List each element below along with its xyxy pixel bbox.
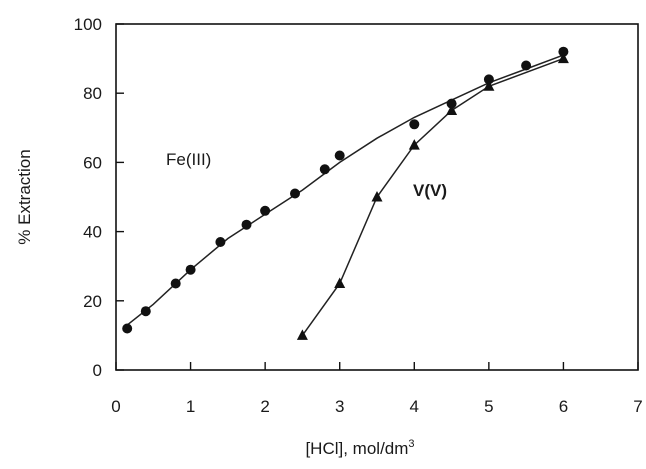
x-axis-ticks: 0 1 2 3 4 5 6 7 — [111, 362, 643, 416]
y-tick-label: 80 — [83, 84, 102, 103]
data-point-fe — [409, 119, 420, 130]
series-line-fe — [126, 54, 564, 326]
data-point-fe — [334, 150, 345, 161]
x-axis-title: [HCl], mol/dm3 — [305, 438, 414, 458]
data-point-fe — [558, 46, 569, 57]
data-point-v — [446, 104, 458, 115]
data-point-fe — [140, 306, 151, 317]
y-tick-label: 60 — [83, 153, 102, 172]
data-point-v — [483, 80, 495, 91]
data-point-fe — [521, 60, 532, 71]
x-tick-label: 3 — [335, 397, 344, 416]
data-point-fe — [290, 188, 300, 199]
data-point-v — [296, 329, 308, 340]
data-point-fe — [170, 278, 181, 289]
series-label-v: V(V) — [413, 181, 447, 200]
data-point-fe — [483, 74, 494, 85]
data-point-fe — [260, 205, 271, 216]
y-tick-label: 40 — [83, 223, 102, 242]
x-tick-label: 7 — [633, 397, 642, 416]
x-tick-label: 0 — [111, 397, 120, 416]
data-point-fe — [319, 164, 330, 175]
data-point-v — [334, 277, 346, 288]
y-tick-label: 100 — [74, 15, 102, 34]
data-point-fe — [241, 219, 252, 230]
data-point-fe — [215, 237, 226, 247]
data-point-fe — [446, 98, 457, 109]
x-tick-label: 4 — [410, 397, 419, 416]
series-label-fe: Fe(III) — [166, 150, 211, 169]
x-tick-label: 2 — [260, 397, 269, 416]
x-tick-label: 1 — [186, 397, 195, 416]
data-point-fe — [122, 323, 133, 334]
x-axis-title-superscript: 3 — [408, 438, 414, 450]
y-tick-label: 20 — [83, 292, 102, 311]
data-point-v — [371, 191, 383, 202]
y-axis-ticks: 0 20 40 60 80 100 — [74, 15, 124, 380]
x-tick-label: 6 — [559, 397, 568, 416]
data-point-fe — [185, 264, 196, 275]
plot-frame — [115, 23, 639, 371]
y-tick-label: 0 — [93, 361, 102, 380]
series-markers — [122, 46, 569, 340]
series-lines — [126, 54, 564, 336]
x-tick-label: 5 — [484, 397, 493, 416]
data-point-v — [557, 52, 569, 64]
x-axis-title-main: [HCl], mol/dm — [305, 439, 408, 458]
y-axis-title: % Extraction — [15, 149, 34, 244]
data-point-v — [408, 139, 420, 150]
